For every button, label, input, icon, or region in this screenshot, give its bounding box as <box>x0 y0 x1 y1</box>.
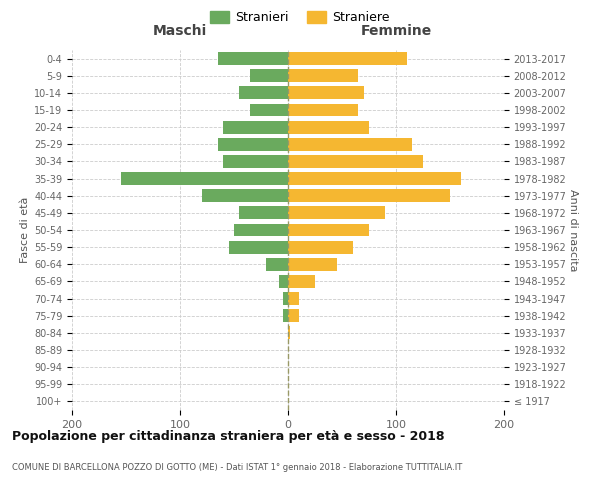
Text: Femmine: Femmine <box>361 24 431 38</box>
Text: Popolazione per cittadinanza straniera per età e sesso - 2018: Popolazione per cittadinanza straniera p… <box>12 430 445 443</box>
Bar <box>288 172 461 185</box>
Bar <box>288 206 385 220</box>
Bar <box>266 258 288 270</box>
Bar <box>288 275 315 288</box>
Legend: Stranieri, Straniere: Stranieri, Straniere <box>205 6 395 29</box>
Bar <box>288 326 290 340</box>
Bar <box>288 190 450 202</box>
Text: COMUNE DI BARCELLONA POZZO DI GOTTO (ME) - Dati ISTAT 1° gennaio 2018 - Elaboraz: COMUNE DI BARCELLONA POZZO DI GOTTO (ME)… <box>12 462 462 471</box>
Bar <box>239 206 288 220</box>
Bar <box>288 224 369 236</box>
Y-axis label: Anni di nascita: Anni di nascita <box>568 188 578 271</box>
Bar <box>288 52 407 65</box>
Bar <box>223 120 288 134</box>
Bar <box>288 240 353 254</box>
Bar <box>250 70 288 82</box>
Y-axis label: Fasce di età: Fasce di età <box>20 197 30 263</box>
Bar <box>288 155 423 168</box>
Bar <box>218 138 288 150</box>
Bar <box>239 86 288 100</box>
Bar <box>234 224 288 236</box>
Bar <box>250 104 288 117</box>
Bar <box>218 52 288 65</box>
Bar <box>283 310 288 322</box>
Bar <box>288 86 364 100</box>
Bar <box>288 120 369 134</box>
Bar <box>283 292 288 305</box>
Bar <box>288 70 358 82</box>
Bar <box>288 138 412 150</box>
Bar <box>202 190 288 202</box>
Bar <box>121 172 288 185</box>
Bar <box>280 275 288 288</box>
Bar <box>288 292 299 305</box>
Bar <box>229 240 288 254</box>
Bar <box>288 310 299 322</box>
Text: Maschi: Maschi <box>153 24 207 38</box>
Bar <box>288 104 358 117</box>
Bar <box>223 155 288 168</box>
Bar <box>288 258 337 270</box>
